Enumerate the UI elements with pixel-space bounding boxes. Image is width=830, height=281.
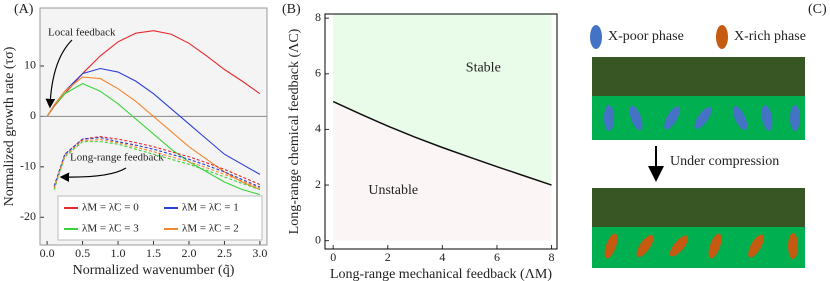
panel-label: (A) [14, 2, 34, 17]
legend-text: X-poor phase [608, 29, 684, 44]
x-tick-label: 0 [330, 250, 336, 264]
legend-label: λ̃M = λ̃C = 1 [182, 202, 239, 214]
y-tick-label: 0 [315, 232, 321, 246]
layer [592, 188, 805, 227]
x-axis-label: Normalized wavenumber (q̃) [73, 263, 235, 278]
annotation: Local feedback [48, 27, 116, 39]
panel-label: (C) [808, 2, 827, 17]
boundary-line [332, 100, 552, 186]
x-tick-label: 0.5 [75, 246, 90, 260]
series-line [53, 141, 261, 191]
plot-frame [324, 13, 558, 250]
y-tick-label: 10 [24, 58, 36, 72]
legend-box [57, 195, 263, 241]
x-tick-label: 0.0 [40, 246, 55, 260]
x-tick-label: 2 [385, 250, 391, 264]
legend-icon [716, 25, 728, 49]
particles [604, 105, 800, 131]
legend-icon [590, 25, 602, 49]
y-tick-label: 8 [315, 10, 321, 24]
panel-label: (B) [282, 2, 301, 17]
y-tick-label: 0 [30, 108, 36, 122]
x-tick-label: 4 [439, 250, 445, 264]
y-tick-label: -10 [20, 159, 36, 173]
region-fill [333, 14, 552, 186]
x-tick-label: 1.5 [146, 246, 161, 260]
y-tick-label: -20 [20, 209, 36, 223]
y-tick-label: 4 [315, 121, 321, 135]
panel: (A) 0.0 0.5 1.0 1.5 2.0 2.5 3.0 -20 -10 0 10 Normali… [2, 2, 268, 278]
particles [604, 233, 798, 259]
region-fill [333, 101, 552, 241]
x-tick-label: 6 [494, 250, 500, 264]
layer [592, 227, 805, 268]
region-label: Unstable [368, 183, 418, 198]
region-label: Stable [466, 60, 501, 75]
annotation: Long-range feedback [70, 152, 164, 164]
x-axis-label: Long-range mechanical feedback (ΛM) [330, 267, 552, 281]
y-tick-label: 6 [315, 66, 321, 80]
arrow [45, 39, 73, 109]
y-axis-label: Normalized growth rate (τσ) [2, 46, 17, 206]
series-line [53, 137, 261, 188]
panel: (B) 0 2 4 6 8 0 2 4 6 8 Long-range mechanical feedb… [282, 2, 558, 281]
x-tick-label: 2.5 [217, 246, 232, 260]
series-line [46, 76, 261, 191]
series-line [53, 139, 261, 189]
legend-label: λ̃M = λ̃C = 0 [82, 202, 139, 214]
x-tick-label: 8 [549, 250, 555, 264]
x-tick-label: 3.0 [252, 246, 267, 260]
legend-label: λ̃M = λ̃C = 3 [82, 223, 139, 235]
series-line [46, 83, 261, 196]
legend-text: X-rich phase [734, 29, 806, 44]
plot-frame [39, 7, 268, 246]
y-axis-label: Long-range chemical feedback (ΛC) [287, 28, 302, 234]
caption: Under compression [670, 154, 779, 169]
series-line [46, 30, 261, 117]
arrow [59, 167, 127, 182]
x-tick-label: 1.0 [111, 246, 126, 260]
y-tick-label: 2 [315, 177, 321, 191]
legend-label: λ̃M = λ̃C = 2 [182, 223, 239, 235]
x-tick-label: 2.0 [181, 246, 196, 260]
layer [592, 57, 805, 96]
